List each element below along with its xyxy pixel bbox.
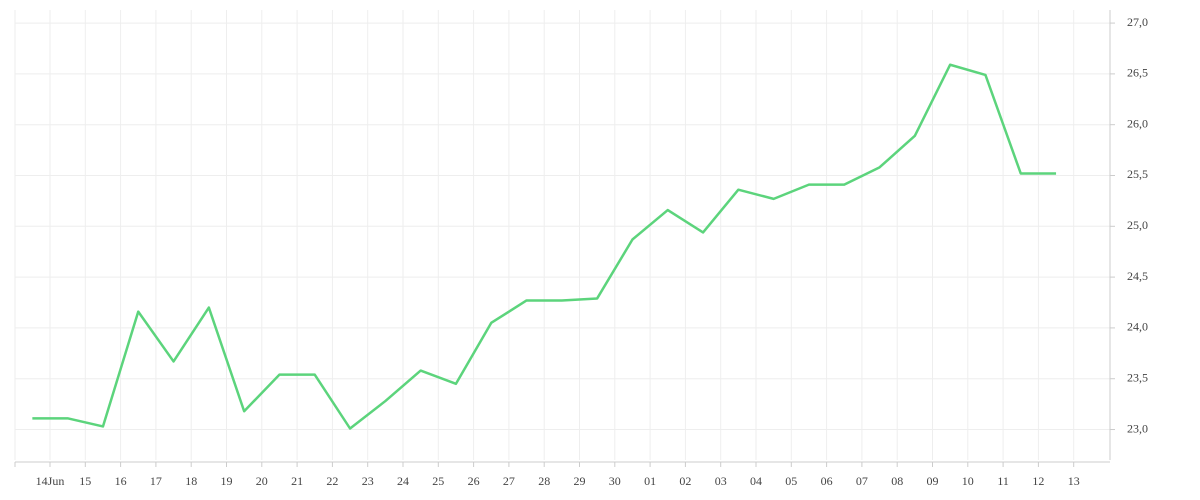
data-line	[32, 63, 1057, 430]
x-tick-label: 14Jun	[36, 474, 65, 488]
x-tick-label: 23	[362, 474, 374, 488]
x-tick-label: 28	[538, 474, 550, 488]
x-tick-label: 30	[609, 474, 621, 488]
y-tick-label: 25,5	[1127, 167, 1148, 181]
x-tick-label: 09	[927, 474, 939, 488]
x-tick-label: 12	[1032, 474, 1044, 488]
x-tick-label: 25	[432, 474, 444, 488]
y-tick-label: 24,0	[1127, 320, 1148, 334]
x-tick-label: 13	[1068, 474, 1080, 488]
x-tick-label: 18	[185, 474, 197, 488]
x-tick-label: 05	[785, 474, 797, 488]
x-tick-label: 27	[503, 474, 515, 488]
x-tick-label: 29	[574, 474, 586, 488]
x-tick-label: 20	[256, 474, 268, 488]
x-tick-label: 21	[291, 474, 303, 488]
y-tick-label: 27,0	[1127, 15, 1148, 29]
x-tick-label: 08	[891, 474, 903, 488]
x-tick-label: 16	[115, 474, 127, 488]
x-tick-label: 01	[644, 474, 656, 488]
x-tick-label: 11	[997, 474, 1009, 488]
y-tick-label: 25,0	[1127, 218, 1148, 232]
x-tick-label: 06	[821, 474, 833, 488]
y-tick-label: 23,0	[1127, 421, 1148, 435]
x-tick-label: 10	[962, 474, 974, 488]
x-tick-label: 22	[326, 474, 338, 488]
y-tick-label: 24,5	[1127, 269, 1148, 283]
x-tick-label: 04	[750, 474, 762, 488]
x-tick-label: 02	[679, 474, 691, 488]
y-tick-label: 23,5	[1127, 370, 1148, 384]
x-tick-label: 17	[150, 474, 162, 488]
y-tick-label: 26,0	[1127, 116, 1148, 130]
x-tick-label: 26	[468, 474, 480, 488]
y-tick-label: 26,5	[1127, 66, 1148, 80]
x-tick-label: 19	[221, 474, 233, 488]
x-tick-label: 03	[715, 474, 727, 488]
x-tick-label: 15	[79, 474, 91, 488]
x-tick-label: 24	[397, 474, 409, 488]
x-tick-label: 07	[856, 474, 868, 488]
